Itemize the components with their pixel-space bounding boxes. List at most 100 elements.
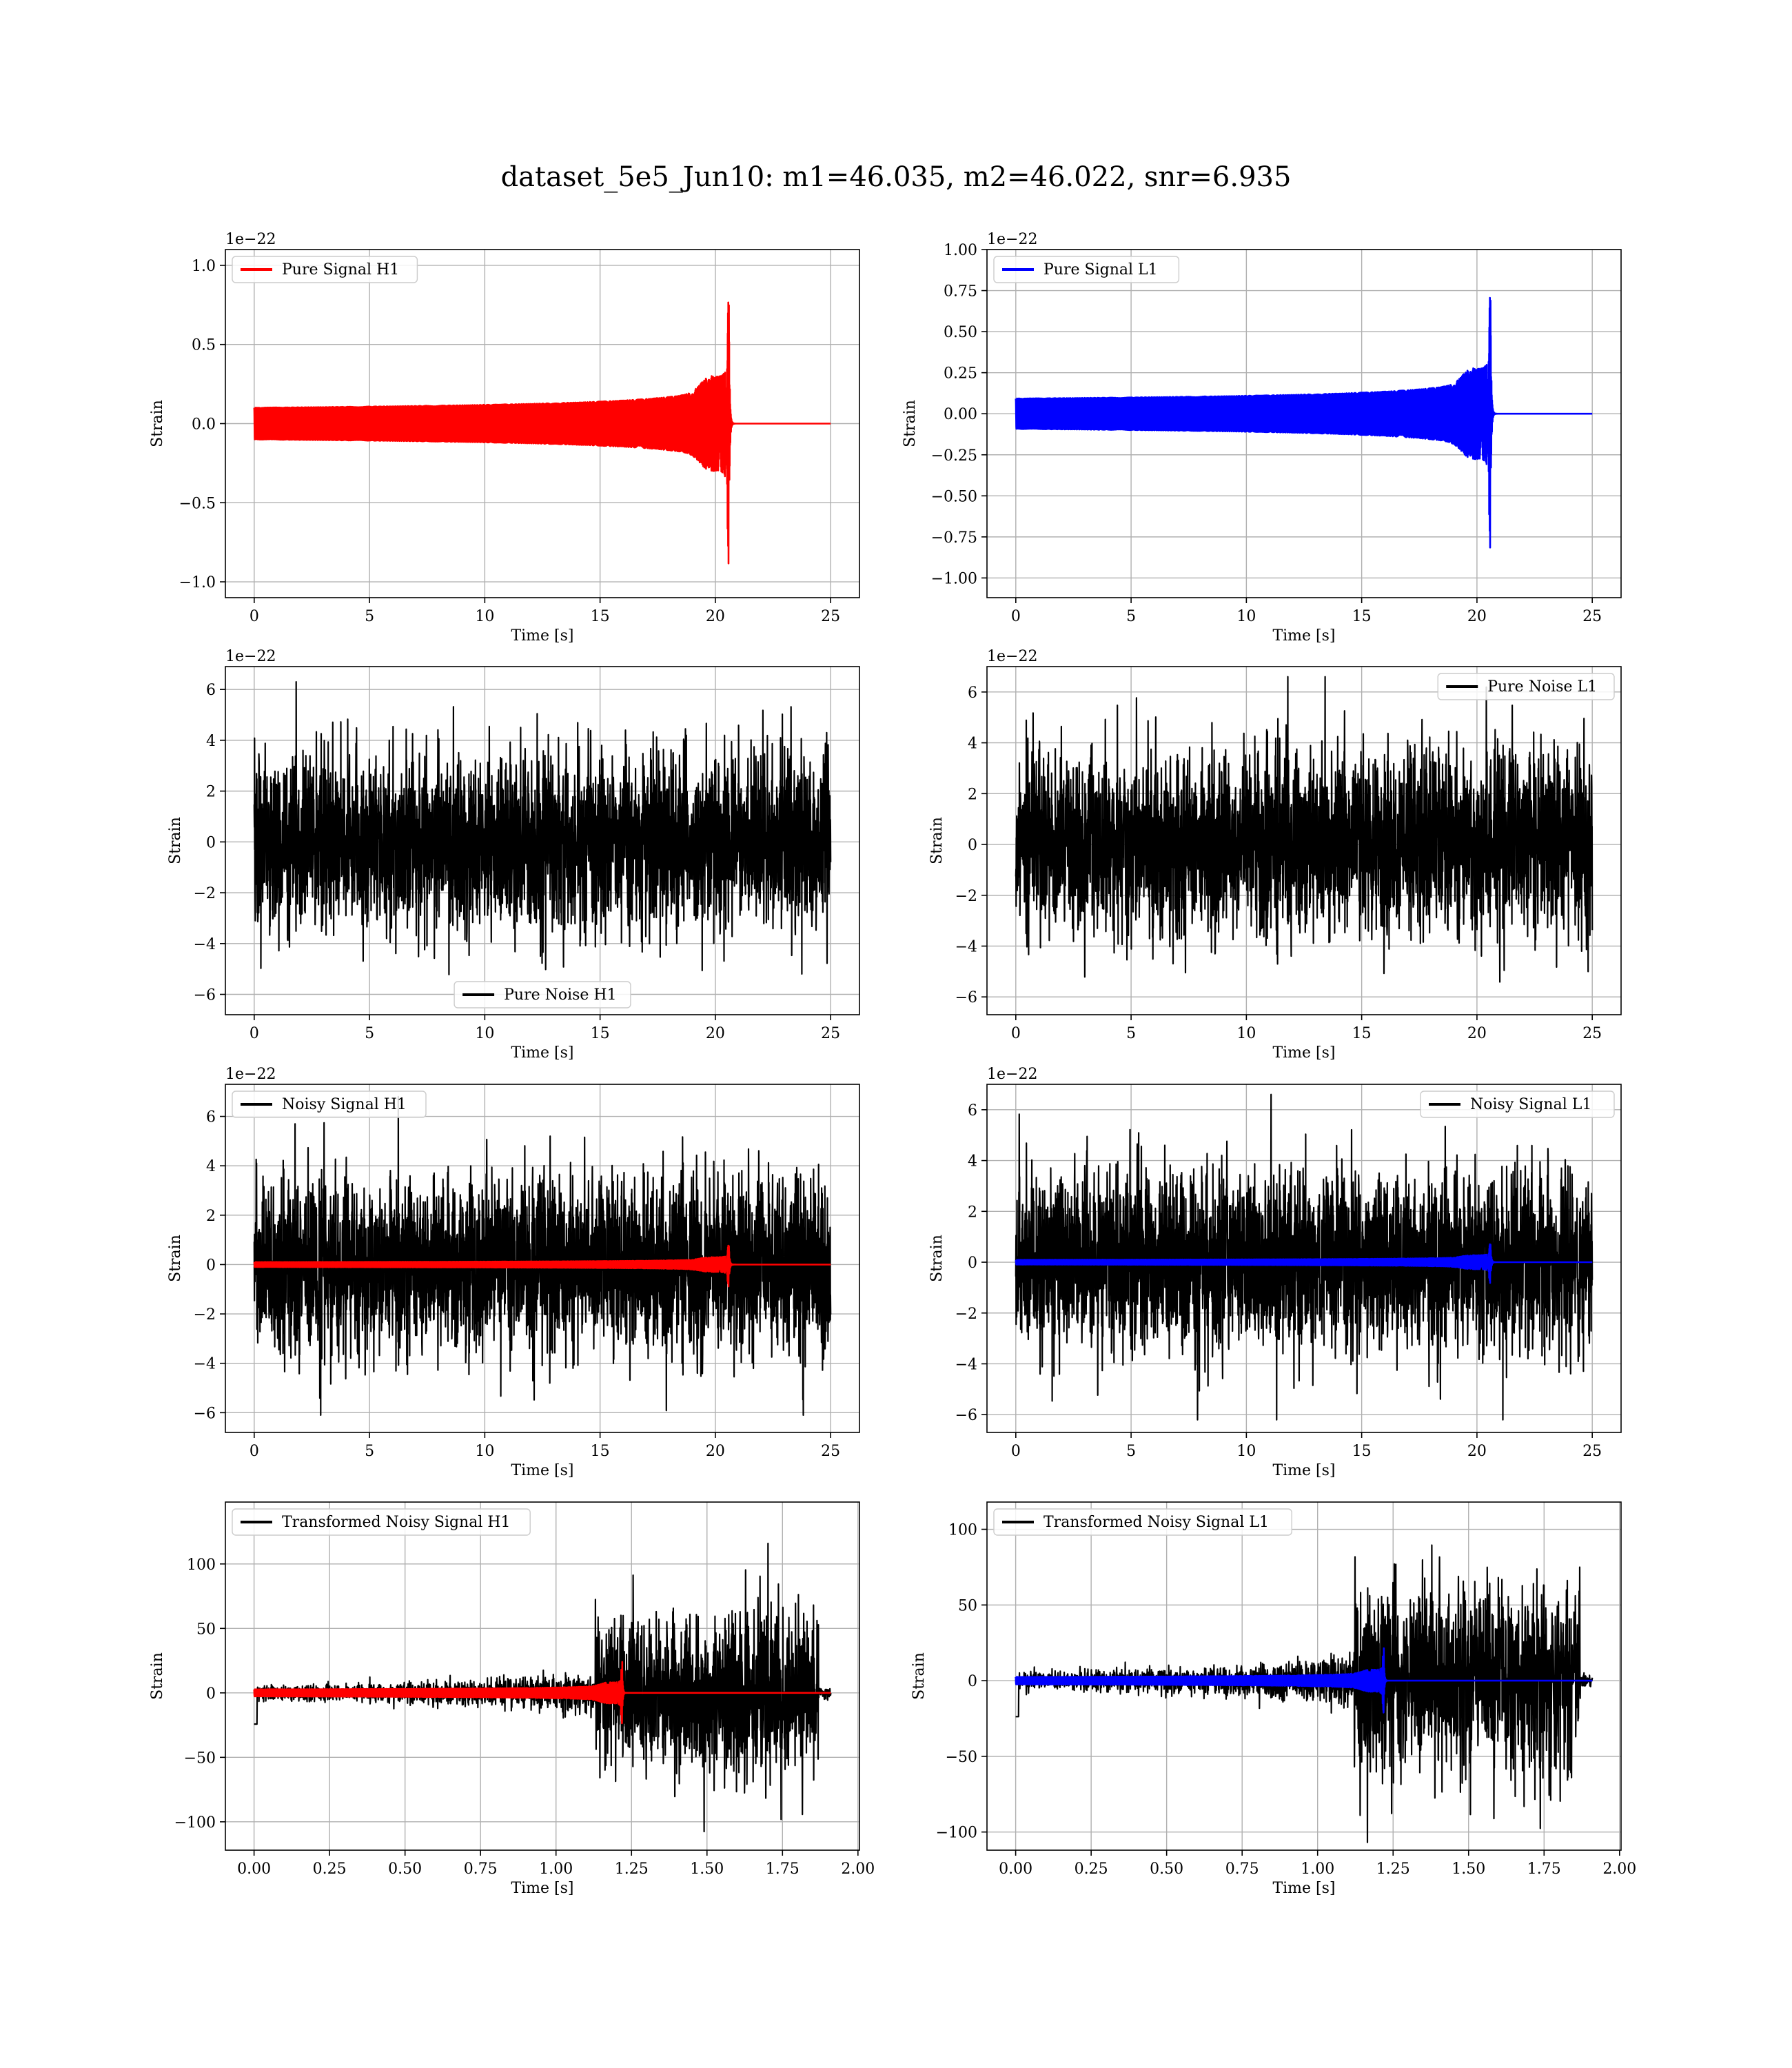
y-axis-label: Strain: [167, 1235, 184, 1282]
y-tick-label: −0.50: [931, 488, 977, 505]
x-tick-label: 25: [1582, 1443, 1602, 1460]
x-tick-label: 1.00: [1301, 1861, 1334, 1878]
y-tick-label: 50: [196, 1621, 216, 1638]
x-tick-label: 0: [250, 1025, 259, 1042]
plot-area: [1015, 1093, 1594, 1421]
y-tick-label: −50: [184, 1750, 216, 1767]
x-tick-label: 0.25: [1075, 1861, 1108, 1878]
x-tick-label: 2.00: [1602, 1861, 1636, 1878]
y-axis-label: Strain: [167, 817, 184, 864]
y-axis-label: Strain: [910, 1652, 928, 1700]
x-tick-label: 2.00: [841, 1861, 875, 1878]
axis-offset-label: 1e−22: [225, 1066, 276, 1083]
x-tick-label: 20: [706, 1443, 725, 1460]
subplot-pure-signal-l1: 0 5 10 15 20 25 −1.00 −0.75 −0.50 −0.25 0.00 0.25 0.…: [902, 231, 1622, 645]
x-tick-label: 0.25: [313, 1861, 347, 1878]
plot-area: [253, 1095, 832, 1416]
y-tick-label: 0: [968, 837, 977, 854]
y-tick-label: 0.75: [944, 283, 977, 301]
y-tick-label: 0.0: [192, 416, 216, 434]
subplot-transformed-noisy-signal-h1: 0.00 0.25 0.50 0.75 1.00 1.25 1.50 1.75 2.00 −100…: [149, 1501, 875, 1897]
legend-entry-label: Pure Signal L1: [1043, 261, 1158, 278]
series-line-chirp-1: [253, 1244, 832, 1288]
x-tick-label: 0.75: [1225, 1861, 1259, 1878]
y-tick-label: 0: [206, 1685, 216, 1703]
legend-entry-label: Transformed Noisy Signal H1: [282, 1514, 511, 1531]
x-tick-label: 25: [1582, 1025, 1602, 1042]
legend-box: [454, 981, 631, 1008]
x-tick-label: 0: [250, 608, 259, 625]
series-line-pure-noise-h1: [253, 681, 832, 975]
x-tick-label: 20: [706, 608, 725, 625]
legend: Pure Signal H1: [232, 256, 418, 283]
y-tick-label: −100: [174, 1814, 216, 1832]
legend-box: [1420, 1091, 1615, 1118]
legend: Noisy Signal H1: [232, 1091, 427, 1118]
y-tick-label: 4: [968, 736, 977, 753]
subplot-pure-signal-h1: 0 5 10 15 20 25 −1.0 −0.5 0.0 0.5 1.0 Time [s] Strai…: [149, 231, 860, 645]
axes-frame: [986, 666, 1622, 1015]
legend-entry-label: Pure Noise L1: [1487, 678, 1597, 696]
x-tick-label: 5: [365, 1443, 374, 1460]
y-tick-label: 6: [206, 1109, 216, 1126]
subplot-pure-noise-l1: 0 5 10 15 20 25 −6 −4 −2 0 2 4 6 Time [s] Strain 1e−22 P…: [928, 648, 1622, 1062]
axis-offset-label: 1e−22: [987, 1066, 1037, 1083]
legend-entry-label: Transformed Noisy Signal L1: [1043, 1514, 1269, 1531]
x-tick-label: 15: [1352, 1025, 1372, 1042]
x-tick-label: 1.00: [539, 1861, 573, 1878]
axes-frame: [986, 1501, 1622, 1851]
x-tick-label: 1.25: [1376, 1861, 1410, 1878]
y-tick-label: −2: [955, 888, 977, 905]
y-tick-label: −50: [946, 1749, 977, 1766]
x-tick-label: 1.75: [1527, 1861, 1561, 1878]
y-tick-label: −2: [194, 885, 216, 902]
y-tick-label: −6: [194, 1405, 216, 1422]
x-tick-label: 1.25: [615, 1861, 649, 1878]
x-tick-label: 5: [1126, 1443, 1136, 1460]
y-tick-label: −2: [194, 1306, 216, 1324]
subplot-noisy-signal-l1: 0 5 10 15 20 25 −6 −4 −2 0 2 4 6 Time [s] Strain 1e−22 N…: [928, 1066, 1622, 1479]
x-tick-label: 10: [1236, 1443, 1256, 1460]
y-tick-label: −4: [955, 1356, 977, 1373]
axes-frame: [986, 1084, 1622, 1433]
legend-box: [993, 256, 1180, 283]
y-tick-label: −6: [194, 987, 216, 1004]
y-tick-label: 2: [206, 784, 216, 801]
x-tick-label: 1.75: [766, 1861, 800, 1878]
y-axis-label: Strain: [928, 817, 946, 864]
axes-frame: [225, 1501, 860, 1851]
x-tick-label: 10: [1236, 608, 1256, 625]
legend-entry-label: Noisy Signal L1: [1470, 1096, 1591, 1113]
legend-box: [232, 256, 418, 283]
y-axis-label: Strain: [149, 1652, 166, 1700]
plot-area: [1015, 296, 1594, 549]
x-tick-label: 25: [821, 1025, 840, 1042]
x-tick-label: 10: [475, 1025, 494, 1042]
axes-frame: [986, 249, 1622, 598]
y-tick-label: 2: [206, 1208, 216, 1225]
series-line-transformed-noisy-signal-l1: [1015, 1544, 1594, 1843]
series-line-pure-noise-l1: [1015, 676, 1594, 983]
y-tick-label: 50: [958, 1597, 977, 1614]
plot-area: [1015, 1544, 1594, 1843]
subplot-noisy-signal-h1: 0 5 10 15 20 25 −6 −4 −2 0 2 4 6 Time [s] Strain 1e−22 N…: [167, 1066, 860, 1479]
x-tick-label: 15: [1352, 1443, 1372, 1460]
y-axis-label: Strain: [928, 1235, 946, 1282]
y-tick-label: −0.25: [931, 447, 977, 465]
x-tick-label: 25: [821, 1443, 840, 1460]
y-axis-label: Strain: [149, 400, 166, 447]
x-tick-label: 15: [1352, 608, 1372, 625]
legend: Transformed Noisy Signal L1: [993, 1508, 1292, 1536]
axis-offset-label: 1e−22: [987, 648, 1037, 665]
x-axis-label: Time [s]: [511, 627, 573, 645]
x-tick-label: 0.50: [1150, 1861, 1183, 1878]
y-tick-label: 100: [187, 1557, 216, 1574]
y-tick-label: −0.5: [179, 495, 216, 512]
y-tick-label: 0: [968, 1255, 977, 1272]
legend-box: [232, 1508, 531, 1536]
series-line-chirp-1: [1015, 1243, 1594, 1284]
x-tick-label: 20: [1467, 1025, 1487, 1042]
axes-frame: [225, 666, 860, 1015]
y-tick-label: 6: [206, 682, 216, 699]
